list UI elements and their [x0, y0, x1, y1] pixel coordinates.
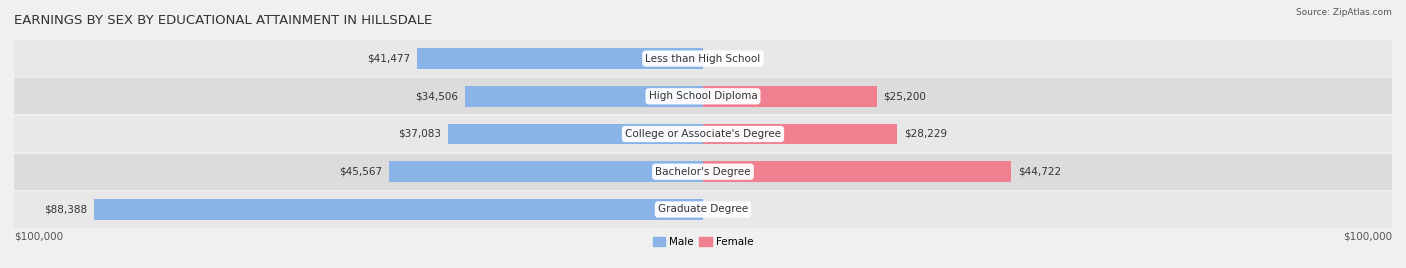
Bar [447, 124, 703, 144]
Text: High School Diploma: High School Diploma [648, 91, 758, 101]
Text: $34,506: $34,506 [415, 91, 458, 101]
Bar [14, 40, 1392, 77]
Bar [418, 48, 703, 69]
Text: $28,229: $28,229 [904, 129, 948, 139]
Bar [94, 199, 703, 220]
Legend: Male, Female: Male, Female [652, 237, 754, 247]
Text: $0: $0 [710, 54, 723, 64]
Bar [14, 154, 1392, 190]
Text: $25,200: $25,200 [883, 91, 927, 101]
Bar [703, 161, 1011, 182]
Text: Graduate Degree: Graduate Degree [658, 204, 748, 214]
Text: $37,083: $37,083 [398, 129, 440, 139]
Text: $0: $0 [710, 204, 723, 214]
Text: Source: ZipAtlas.com: Source: ZipAtlas.com [1296, 8, 1392, 17]
Text: $44,722: $44,722 [1018, 167, 1062, 177]
Text: EARNINGS BY SEX BY EDUCATIONAL ATTAINMENT IN HILLSDALE: EARNINGS BY SEX BY EDUCATIONAL ATTAINMEN… [14, 13, 432, 27]
Text: $88,388: $88,388 [44, 204, 87, 214]
Text: College or Associate's Degree: College or Associate's Degree [626, 129, 780, 139]
Bar [14, 116, 1392, 152]
Bar [465, 86, 703, 107]
Text: Bachelor's Degree: Bachelor's Degree [655, 167, 751, 177]
Bar [389, 161, 703, 182]
Text: $45,567: $45,567 [339, 167, 382, 177]
Bar [703, 124, 897, 144]
Bar [14, 191, 1392, 228]
Bar [703, 86, 876, 107]
Bar [14, 78, 1392, 114]
Text: $100,000: $100,000 [14, 231, 63, 241]
Text: Less than High School: Less than High School [645, 54, 761, 64]
Text: $100,000: $100,000 [1343, 231, 1392, 241]
Text: $41,477: $41,477 [367, 54, 411, 64]
